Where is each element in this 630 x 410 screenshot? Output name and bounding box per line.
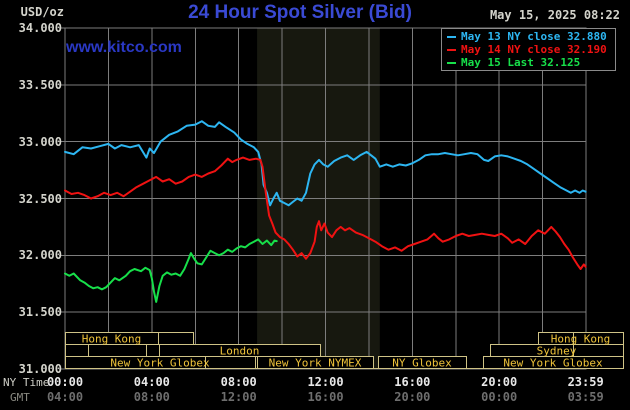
x-axis-tick-label-ny: 16:00 (394, 375, 431, 389)
x-axis-tick-label-gmt: 04:00 (46, 390, 84, 404)
session-label: New York NYMEX (268, 356, 362, 370)
y-axis-tick-label: 34.000 (18, 21, 62, 35)
legend-item: May 13 NY close 32.880 (447, 30, 615, 43)
x-axis-tick-label-ny: 12:00 (307, 375, 344, 389)
session-box (146, 344, 160, 357)
x-axis-tick-label-gmt: 00:00 (481, 390, 518, 404)
series-line-may-15 (64, 238, 278, 303)
y-axis-tick-label: 32.000 (18, 248, 62, 263)
session-box (65, 344, 89, 357)
series-line-may-13 (64, 120, 587, 207)
x-axis-tick-label-gmt: 20:00 (394, 390, 431, 404)
page-title: 24 Hour Spot Silver (Bid) (188, 2, 412, 23)
x-axis-tick-label-gmt: 16:00 (307, 390, 344, 404)
kitco-watermark-link[interactable]: www.kitco.com (66, 39, 182, 56)
x-axis-tick-label-gmt: 03:59 (567, 390, 604, 404)
y-axis-tick-label: 31.500 (18, 305, 62, 320)
y-axis-unit-label: USD/oz (20, 5, 64, 19)
x-axis-tick-label-gmt: 12:00 (220, 390, 257, 404)
session-label: New York Globex (503, 356, 603, 370)
legend-item: May 14 NY close 32.190 (447, 43, 615, 56)
legend-dash-icon (447, 61, 456, 64)
x-axis-tick-label-gmt: 08:00 (133, 390, 170, 404)
y-axis-tick-label: 31.000 (18, 362, 62, 376)
x-axis-tick-label-ny: 23:59 (567, 375, 604, 389)
series-line-may-14 (64, 156, 587, 270)
legend-label: May 14 NY close 32.190 (461, 43, 607, 56)
session-label: London (219, 344, 260, 358)
x-axis-tick-label-ny: 00:00 (46, 375, 84, 389)
legend-item: May 15 Last 32.125 (447, 56, 615, 69)
x-axis-tick-label-ny: 08:00 (220, 375, 257, 389)
legend-dash-icon (447, 35, 456, 38)
chart-timestamp: May 15, 2025 08:22 (489, 8, 620, 22)
gmt-row-label: GMT (10, 391, 30, 404)
session-box (158, 332, 194, 345)
y-axis-tick-label: 33.500 (18, 77, 62, 92)
y-axis-tick-label: 32.500 (18, 191, 62, 206)
legend-label: May 13 NY close 32.880 (461, 30, 607, 43)
session-label: Hong Kong (550, 332, 611, 346)
session-box (88, 344, 147, 357)
legend-dash-icon (447, 48, 456, 51)
y-axis-tick-label: 33.000 (18, 134, 62, 149)
session-label: Sydney (536, 344, 577, 358)
session-label: Hong Kong (81, 332, 142, 346)
ny-time-row-label: NY Time (3, 376, 50, 389)
x-axis-tick-label-ny: 20:00 (481, 375, 518, 389)
session-label: New York Globex (110, 356, 210, 370)
legend: May 13 NY close 32.880 May 14 NY close 32… (441, 28, 616, 71)
x-axis-tick-label-ny: 04:00 (133, 375, 170, 389)
session-label: NY Globex (392, 356, 452, 370)
legend-label: May 15 Last 32.125 (461, 56, 581, 69)
